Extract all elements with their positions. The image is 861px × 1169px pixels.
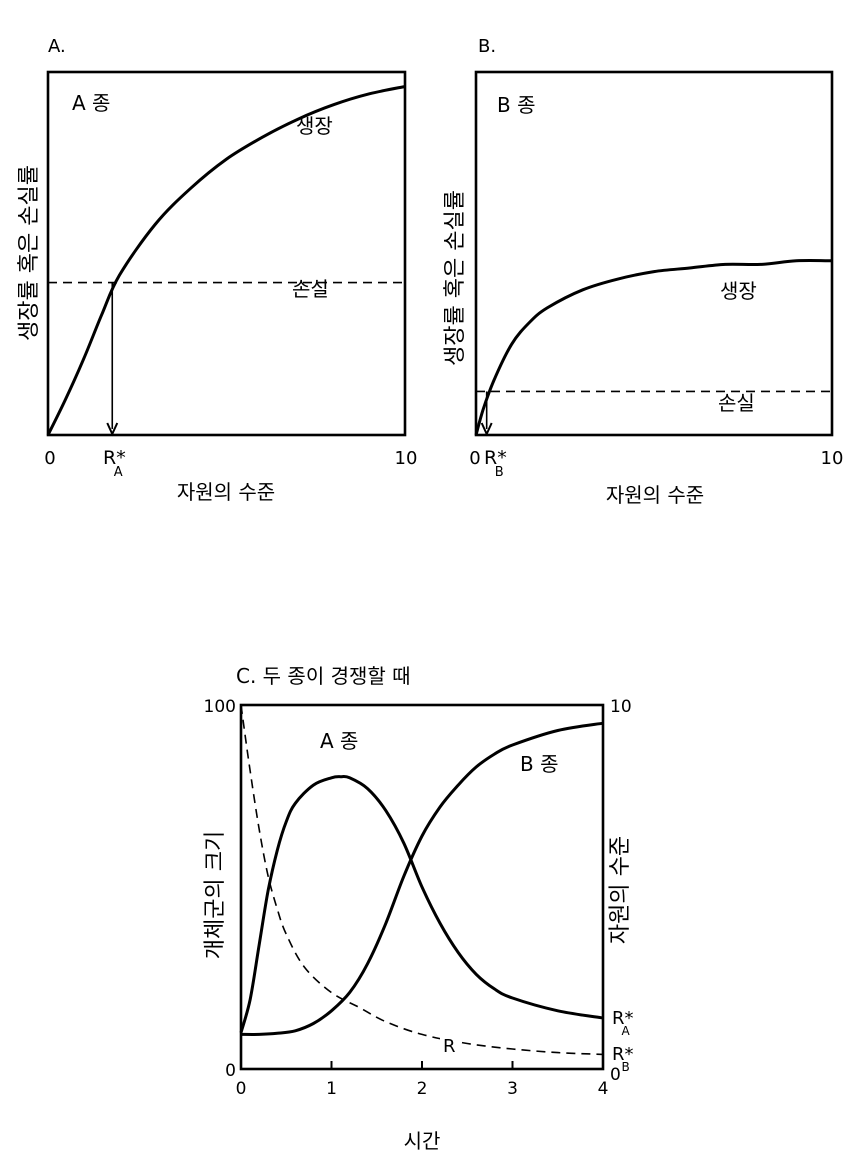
- panel-c: C. 두 종이 경쟁할 때 개체군의 크기 자원의 수준 시간 100 0 10…: [203, 664, 634, 1153]
- panel-c-rstar-b-sub: B: [622, 1060, 630, 1074]
- panel-a-loss-label: 손실: [292, 277, 329, 301]
- series-b-line: [240, 721, 604, 1036]
- panel-a-rstar-arrow-head: [106, 422, 119, 437]
- panel-a-frame: [46, 70, 407, 437]
- panel-c-rstar-a-sub: A: [622, 1024, 631, 1038]
- panel-b: B. B 종 생장률 혹은 손실률 자원의 수준 0 10 R* B 생장 손실: [443, 36, 843, 507]
- panel-a-species-label: A 종: [72, 91, 110, 115]
- panel-a-rstar-r: R*: [103, 447, 126, 469]
- panel-b-label: B.: [478, 36, 496, 57]
- panel-a-ylabel: 생장률 혹은 손실률: [17, 165, 42, 341]
- series-label-r: R: [443, 1036, 456, 1057]
- panel-a-label: A.: [48, 36, 66, 57]
- panel-c-ytick-right-10: 10: [610, 697, 632, 717]
- panel-b-xtick-10: 10: [821, 448, 844, 469]
- panel-b-rstar-label: R* B: [484, 447, 507, 480]
- panel-a-xlabel: 자원의 수준: [177, 480, 275, 504]
- panel-b-frame: [474, 70, 834, 437]
- series-label-a: A 종: [320, 729, 358, 753]
- panel-c-ytick-right-0: 0: [610, 1065, 621, 1085]
- panel-c-ylabel-right: 자원의 수준: [608, 836, 633, 944]
- panel-b-rstar-arrow-head: [480, 422, 493, 437]
- panel-c-xtick-label: 3: [507, 1079, 518, 1099]
- series-label-b: B 종: [520, 752, 558, 776]
- panel-a-xtick-0: 0: [44, 448, 55, 469]
- panel-c-xtick-label: 1: [326, 1079, 337, 1099]
- panel-a-rstar-sub: A: [114, 465, 123, 480]
- series-r-label-mask: [440, 1034, 460, 1056]
- panel-c-rstar-b-r: R*: [612, 1044, 634, 1065]
- panel-c-rstar-b-label: R* B: [612, 1044, 634, 1074]
- panel-c-title: C. 두 종이 경쟁할 때: [236, 664, 411, 688]
- panel-a: A. A 종 생장률 혹은 손실률 자원의 수준 0 10 R* A 생장 손실: [17, 36, 417, 504]
- panel-b-xlabel: 자원의 수준: [606, 483, 704, 507]
- panel-b-loss-label: 손실: [718, 391, 755, 415]
- panel-c-rstar-a-r: R*: [612, 1008, 634, 1029]
- panel-c-xlabel: 시간: [404, 1129, 441, 1153]
- panel-c-ytick-left-0: 0: [225, 1061, 236, 1081]
- panel-a-rstar-label: R* A: [103, 447, 126, 480]
- panel-a-growth-curve: [46, 85, 406, 436]
- panel-c-ytick-left-100: 100: [204, 697, 236, 717]
- panel-c-xtick-label: 4: [598, 1079, 609, 1099]
- panel-b-xtick-0: 0: [469, 448, 480, 469]
- panel-b-plot: [474, 259, 833, 437]
- panel-b-species-label: B 종: [497, 93, 535, 117]
- panel-c-rstar-a-label: R* A: [612, 1008, 634, 1038]
- panel-b-rstar-r: R*: [484, 447, 507, 469]
- panel-c-xtick-label: 2: [417, 1079, 428, 1099]
- panel-c-xtick-label: 0: [236, 1079, 247, 1099]
- series-a-line: [239, 775, 604, 1034]
- series-r-line: [240, 704, 604, 1056]
- panel-a-xtick-10: 10: [395, 448, 418, 469]
- panel-b-growth-label: 생장: [720, 279, 757, 303]
- panel-b-growth-curve: [474, 259, 833, 436]
- panel-b-rstar-sub: B: [495, 465, 504, 480]
- panel-a-plot: [46, 85, 406, 437]
- panel-b-ylabel: 생장률 혹은 손실률: [443, 190, 468, 366]
- panel-c-ylabel-left: 개체군의 크기: [203, 831, 228, 959]
- panel-c-plot: 0 1 2 3 4 R: [236, 704, 609, 1099]
